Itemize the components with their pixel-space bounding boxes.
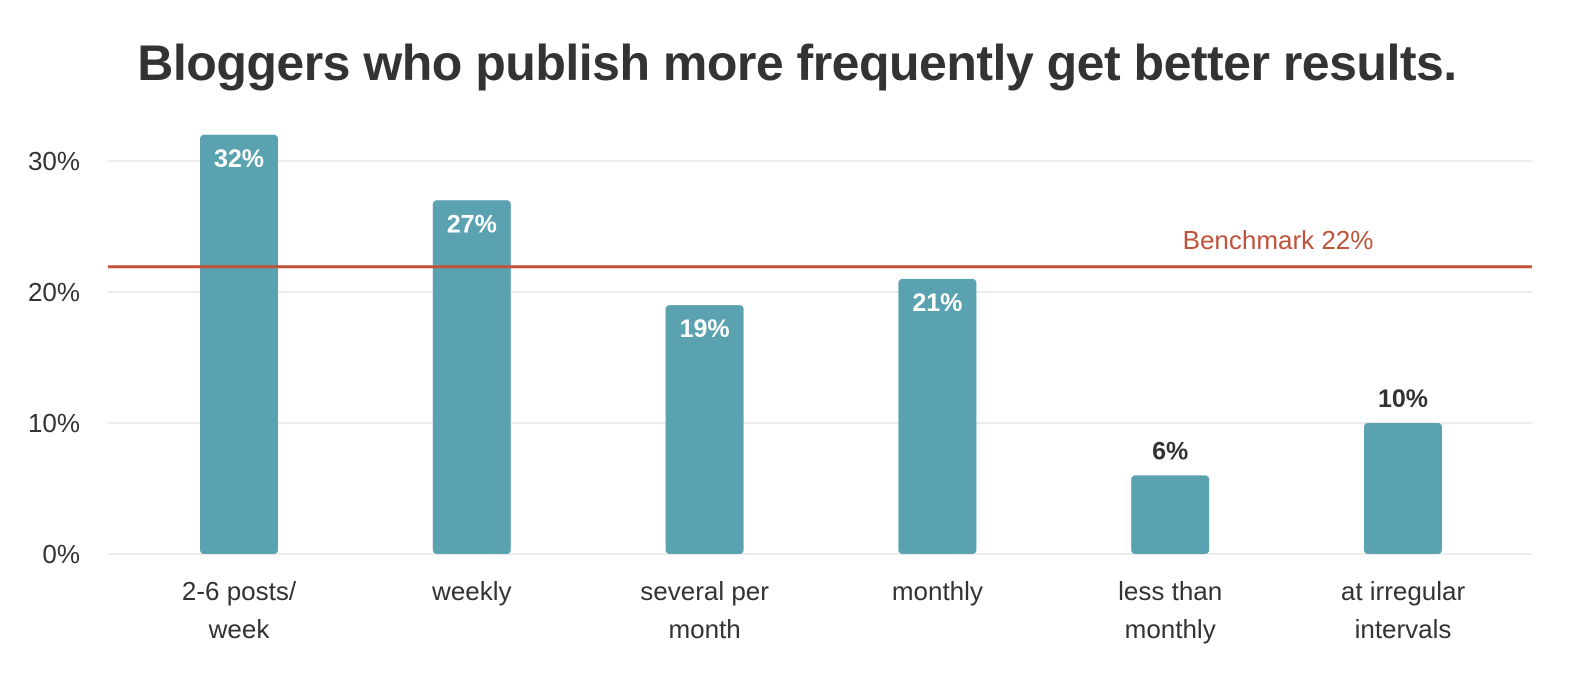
data-label: 32% bbox=[214, 145, 264, 173]
bars bbox=[200, 134, 1442, 555]
bar bbox=[898, 278, 977, 554]
benchmark-label: Benchmark 22% bbox=[1183, 225, 1374, 255]
y-tick-label: 10% bbox=[28, 408, 80, 438]
bar bbox=[1364, 423, 1442, 554]
x-tick-label: intervals bbox=[1355, 614, 1452, 644]
y-tick-label: 0% bbox=[42, 539, 80, 569]
bar bbox=[432, 200, 511, 555]
x-tick-label: weekly bbox=[431, 576, 511, 606]
y-tick-label: 30% bbox=[28, 146, 80, 176]
y-axis-ticks: 0% 10% 20% 30% bbox=[28, 146, 80, 569]
benchmark: Benchmark 22% bbox=[108, 225, 1532, 269]
category-labels: 2-6 posts/week weekly several per month mont… bbox=[182, 576, 1466, 644]
bar bbox=[1131, 475, 1210, 554]
x-tick-label: several per bbox=[640, 576, 769, 606]
data-label: 19% bbox=[680, 315, 730, 343]
x-tick-label: less than bbox=[1118, 576, 1222, 606]
value-labels: 32% 27% 19% 21% 6% 10% bbox=[214, 145, 1428, 466]
x-tick-label: monthly bbox=[1125, 614, 1216, 644]
bar bbox=[200, 134, 278, 555]
bar bbox=[665, 305, 744, 554]
x-tick-label: 2-6 posts/ bbox=[182, 576, 297, 606]
data-label: 10% bbox=[1378, 385, 1428, 413]
gridlines bbox=[108, 160, 1532, 555]
x-tick-label: at irregular bbox=[1341, 576, 1466, 606]
data-label: 27% bbox=[447, 210, 497, 238]
x-tick-label: month bbox=[668, 614, 740, 644]
x-tick-label: monthly bbox=[892, 576, 983, 606]
x-tick-label: week bbox=[208, 614, 271, 644]
data-label: 6% bbox=[1152, 437, 1188, 465]
y-tick-label: 20% bbox=[28, 277, 80, 307]
chart-title: Bloggers who publish more frequently get… bbox=[137, 35, 1457, 91]
data-label: 21% bbox=[912, 289, 962, 317]
